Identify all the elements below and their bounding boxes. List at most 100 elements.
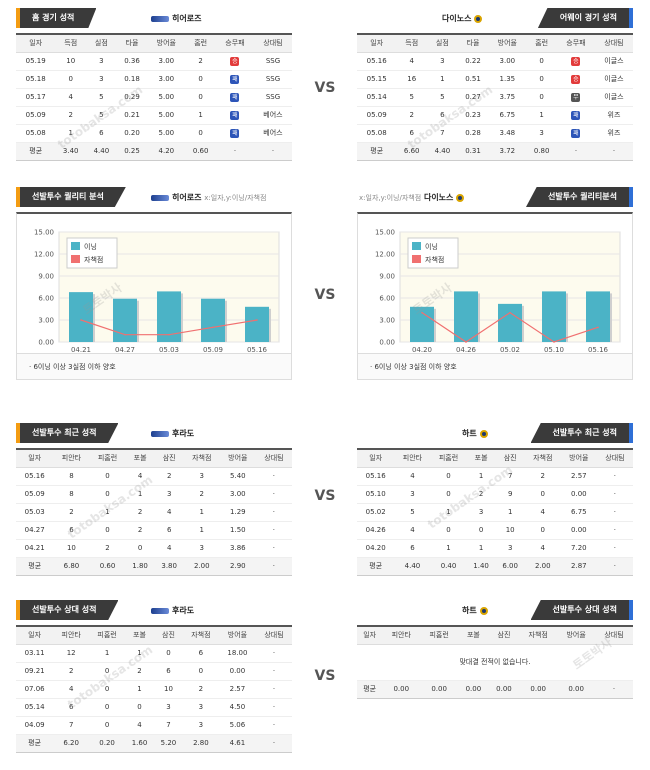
table-cell: 6 xyxy=(53,521,90,540)
y-tick-label: 12.00 xyxy=(34,251,54,259)
table-cell: 0.00 xyxy=(218,662,257,681)
heroes-logo-icon xyxy=(151,430,169,437)
legend-swatch-innings xyxy=(412,242,421,250)
table-cell: 0.36 xyxy=(116,52,148,71)
column-header: 일자 xyxy=(16,626,54,645)
table-cell: 8 xyxy=(53,467,90,486)
result-cell: 패 xyxy=(215,124,254,143)
table-cell: 3 xyxy=(182,698,219,717)
table-cell: · xyxy=(255,503,292,522)
column-header: 상대팀 xyxy=(256,626,292,645)
average-cell: · xyxy=(594,142,633,161)
average-row: 평균 4.40 0.40 1.40 6.00 2.00 2.87 · xyxy=(357,557,633,576)
innings-bar xyxy=(245,306,269,342)
result-badge-icon: 패 xyxy=(230,110,240,120)
table-cell: 3 xyxy=(394,485,431,504)
home-pitcher-quality-panel: 선발투수 퀄리티 분석 히어로즈 x:일자,y:이닝/자책점 0.00 3.00 6… xyxy=(16,187,292,380)
table-header-row: 일자 피안타 피홈런 포볼 삼진 자책점 방어율 상대팀 xyxy=(357,626,633,645)
table-cell: 위즈 xyxy=(594,106,633,125)
innings-bar xyxy=(586,291,610,342)
table-cell: · xyxy=(255,539,292,558)
average-cell: 4.20 xyxy=(147,142,186,161)
table-cell: 0 xyxy=(524,521,561,540)
home-quality-subtitle: x:일자,y:이닝/자책점 xyxy=(204,194,267,202)
table-row: 05.18 0 3 0.18 3.00 0 패 SSG xyxy=(16,70,292,89)
table-cell: SSG xyxy=(253,52,292,71)
home-quality-team: 히어로즈 x:일자,y:이닝/자책점 xyxy=(151,192,266,203)
innings-bar xyxy=(201,298,225,342)
column-header: 삼진 xyxy=(488,626,520,645)
table-cell: 0 xyxy=(430,485,467,504)
table-cell: 0.28 xyxy=(457,124,489,143)
table-cell: 6 xyxy=(153,662,183,681)
table-cell: 4 xyxy=(524,503,561,522)
table-cell: 4 xyxy=(394,467,431,486)
dinos-logo-icon xyxy=(479,606,488,615)
table-row: 05.08 1 6 0.20 5.00 0 패 베어스 xyxy=(16,124,292,143)
away-record-badge: 어웨이 경기 성적 xyxy=(537,8,633,28)
home-vs-table: 일자 피안타 피홈런 포볼 삼진 자책점 방어율 상대팀 03.11 12 1 1 0 6 18.00 · 09… xyxy=(16,625,292,753)
table-row: 05.19 10 3 0.36 3.00 2 승 SSG xyxy=(16,52,292,71)
table-cell: 6 xyxy=(154,521,184,540)
y-tick-label: 6.00 xyxy=(379,295,395,303)
table-cell: 03.11 xyxy=(16,644,54,663)
table-cell: 4 xyxy=(125,716,154,735)
average-cell: · xyxy=(256,734,292,753)
table-cell: 3 xyxy=(86,52,117,71)
table-cell: 4 xyxy=(394,521,431,540)
average-cell: 0.00 xyxy=(458,680,489,699)
table-cell: 이글스 xyxy=(594,70,633,89)
table-cell: 0.29 xyxy=(116,88,148,107)
table-cell: 9 xyxy=(495,485,525,504)
home-record-badge: 홈 경기 성적 xyxy=(16,8,97,28)
table-cell: 05.02 xyxy=(357,503,395,522)
table-cell: 6 xyxy=(396,124,428,143)
table-cell: 5.06 xyxy=(218,716,257,735)
column-header: 피홈런 xyxy=(89,626,126,645)
away-vs-team: 하트 xyxy=(462,605,488,616)
table-cell: 05.08 xyxy=(357,124,397,143)
table-cell: 0.23 xyxy=(457,106,489,125)
result-cell: 패 xyxy=(556,106,595,125)
table-row: 04.26 4 0 0 10 0 0.00 · xyxy=(357,521,633,540)
table-cell: 1 xyxy=(125,680,154,699)
away-pitcher-vs-panel: 하트 선발투수 상대 성적 일자 피안타 피홈런 포볼 삼진 자책점 방어율 상대팀 맞대결 전… xyxy=(357,600,633,699)
table-cell: · xyxy=(596,521,633,540)
table-cell: 7 xyxy=(495,467,525,486)
empty-row: 맞대결 전적이 없습니다. xyxy=(357,644,633,681)
table-row: 05.08 6 7 0.28 3.48 3 패 위즈 xyxy=(357,124,633,143)
earned-runs-point xyxy=(124,333,126,336)
column-header: 피안타 xyxy=(394,449,431,468)
table-cell: · xyxy=(256,644,292,663)
table-cell: 05.16 xyxy=(16,467,54,486)
table-cell: 5 xyxy=(86,88,117,107)
average-cell: 4.40 xyxy=(86,142,117,161)
table-cell: 05.03 xyxy=(16,503,54,522)
table-cell: 1.50 xyxy=(219,521,256,540)
average-cell: · xyxy=(215,142,254,161)
x-tick-label: 05.16 xyxy=(588,346,609,354)
column-header: 자책점 xyxy=(524,449,561,468)
table-cell: 위즈 xyxy=(594,124,633,143)
table-row: 04.21 10 2 0 4 3 3.86 · xyxy=(16,539,292,558)
table-cell: 0 xyxy=(125,539,155,558)
table-cell: 8 xyxy=(53,485,90,504)
home-quality-team-label: 히어로즈 xyxy=(172,193,202,202)
column-header: 상대팀 xyxy=(594,34,633,53)
earned-runs-point xyxy=(553,341,555,343)
table-cell: 5.00 xyxy=(147,88,186,107)
table-cell: 1 xyxy=(89,503,126,522)
table-cell: 2 xyxy=(524,467,561,486)
column-header: 홈런 xyxy=(526,34,557,53)
column-header: 방어율 xyxy=(147,34,186,53)
average-cell: 0.00 xyxy=(557,680,596,699)
away-pitcher-recent-panel: 하트 선발투수 최근 성적 일자 피안타 피홈런 포볼 삼진 자책점 방어율 상대팀 05.16… xyxy=(357,423,633,576)
table-cell: 04.21 xyxy=(16,539,54,558)
table-cell: 3.48 xyxy=(488,124,527,143)
vs-label: VS xyxy=(314,668,336,684)
table-cell: · xyxy=(256,698,292,717)
average-cell: 평균 xyxy=(357,557,395,576)
legend-label-earned-runs: 자책점 xyxy=(425,255,444,264)
average-cell: 6.20 xyxy=(53,734,90,753)
home-quality-note: · 6이닝 이상 3실점 이하 양호 xyxy=(16,354,292,380)
